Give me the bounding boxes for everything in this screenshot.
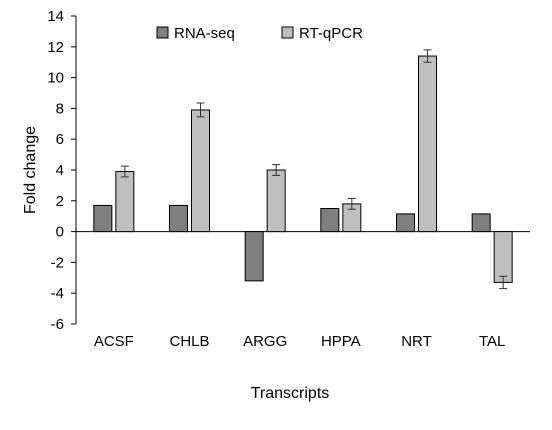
y-tick-label: 10 bbox=[47, 70, 64, 87]
legend: RNA-seq RT-qPCR bbox=[156, 25, 363, 42]
legend-label: RNA-seq bbox=[174, 25, 235, 42]
legend-swatch bbox=[156, 26, 169, 39]
y-tick-label: 0 bbox=[56, 224, 64, 241]
bar-rnaseq-hppa bbox=[320, 208, 340, 233]
y-tick-label: 12 bbox=[47, 39, 64, 56]
bar-rtqpcr-chlb bbox=[191, 109, 210, 233]
bar-rnaseq-argg bbox=[244, 231, 264, 282]
y-axis: 14 12 10 8 6 4 2 0 -2 -4 -6 bbox=[47, 8, 530, 333]
bar-rtqpcr-nrt bbox=[418, 55, 437, 233]
bar-rnaseq-acsf bbox=[93, 204, 113, 233]
legend-swatch bbox=[281, 26, 294, 39]
y-tick-label: 4 bbox=[56, 162, 64, 179]
error-bars bbox=[120, 49, 508, 290]
bar-rtqpcr-tal bbox=[493, 231, 513, 283]
x-tick-label: TAL bbox=[479, 333, 505, 350]
bar-rnaseq-nrt bbox=[396, 213, 415, 233]
y-tick-label: -6 bbox=[51, 316, 64, 333]
x-tick-label: ARGG bbox=[243, 333, 287, 350]
x-tick-label: HPPA bbox=[321, 333, 361, 350]
x-tick-label: ACSF bbox=[94, 333, 134, 350]
x-tick-label: CHLB bbox=[169, 333, 209, 350]
y-axis-label: Fold change bbox=[22, 126, 39, 214]
bar-rnaseq-chlb bbox=[169, 204, 188, 233]
x-axis-label: Transcripts bbox=[251, 385, 330, 402]
y-tick-label: -2 bbox=[51, 254, 64, 271]
y-tick-label: 6 bbox=[56, 131, 64, 148]
bar-rnaseq-tal bbox=[471, 213, 491, 233]
y-tick-label: -4 bbox=[51, 285, 64, 302]
x-tick-label: NRT bbox=[401, 333, 432, 350]
y-tick-label: 8 bbox=[56, 100, 64, 117]
legend-label: RT-qPCR bbox=[299, 25, 363, 42]
bars bbox=[93, 55, 513, 283]
x-tick-labels: ACSF CHLB ARGG HPPA NRT TAL bbox=[94, 333, 506, 350]
y-tick-label: 2 bbox=[56, 193, 64, 210]
bar-rtqpcr-argg bbox=[266, 169, 286, 233]
bar-rtqpcr-acsf bbox=[115, 171, 135, 233]
y-tick-label: 14 bbox=[47, 8, 64, 25]
